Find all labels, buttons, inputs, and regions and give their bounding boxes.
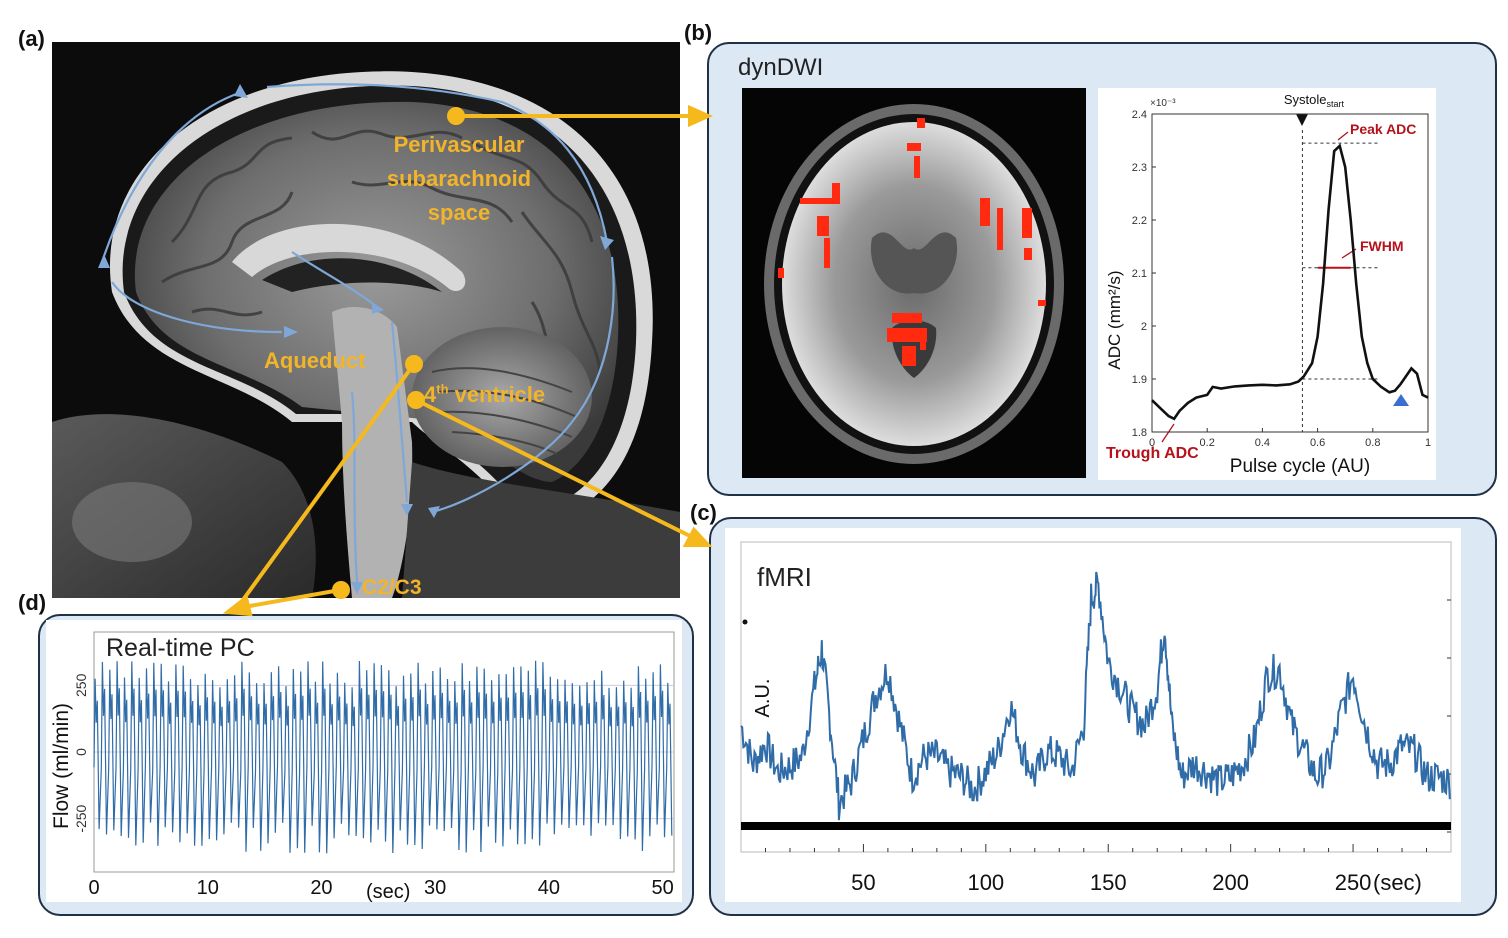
adc-ytick-label: 2.1 bbox=[1132, 268, 1147, 280]
sagittal-brain-illustration bbox=[52, 71, 680, 598]
flow-xtick-label: 30 bbox=[424, 877, 446, 899]
fmri-axes-frame bbox=[740, 541, 1452, 853]
fmri-xunit: (sec) bbox=[1373, 870, 1422, 895]
perivascular-label-line1: Perivascular bbox=[393, 132, 525, 157]
peak-adc-label: Peak ADC bbox=[1350, 121, 1416, 137]
perivascular-label-line2: subarachnoid space bbox=[386, 166, 532, 226]
flow-plot-area: Real-time PC Flow (ml/min) (sec) 250 0 -25… bbox=[46, 620, 682, 903]
trough-adc-pointer bbox=[1161, 423, 1175, 443]
fmri-plot-area: fMRI A.U. (sec) 50 100 150 200 250 bbox=[725, 528, 1461, 902]
adc-xtick-label: 0.6 bbox=[1310, 437, 1325, 449]
adc-ytick-label: 1.8 bbox=[1132, 427, 1147, 439]
arrow-head-dyndwi-icon bbox=[688, 104, 713, 128]
c2c3-label: C2/C3 bbox=[362, 576, 422, 598]
flow-ytick-label: 0 bbox=[73, 748, 89, 756]
adc-ytick-label: 2.4 bbox=[1132, 109, 1147, 121]
adc-xtick-label: 0 bbox=[1149, 437, 1155, 449]
adc-plot-svg: ×10⁻³ ADC (mm²/s) Pulse cycle (AU) Systo… bbox=[1105, 92, 1431, 477]
fmri-ylabel: A.U. bbox=[752, 679, 774, 718]
flow-ytick-label: 250 bbox=[73, 673, 89, 697]
perivascular-label: Perivascular subarachnoid space bbox=[364, 128, 554, 230]
activation-clusters bbox=[778, 118, 1046, 366]
panel-a-letter: (a) bbox=[18, 26, 45, 51]
fmri-plot-svg: fMRI A.U. (sec) 50 100 150 200 250 bbox=[740, 541, 1452, 895]
flow-title: Real-time PC bbox=[106, 634, 255, 662]
flow-series-line bbox=[93, 660, 673, 854]
panel-d-letter: (d) bbox=[18, 590, 47, 615]
systole-marker-icon bbox=[1296, 114, 1308, 126]
flow-xtick-label: 0 bbox=[88, 877, 99, 899]
trough-adc-label: Trough ADC bbox=[1106, 445, 1199, 462]
adc-xtick-label: 0.2 bbox=[1200, 437, 1215, 449]
systole-label: Systolestart bbox=[1284, 92, 1345, 109]
adc-xtick-label: 1 bbox=[1425, 437, 1431, 449]
blue-triangle-marker-icon bbox=[1393, 394, 1409, 406]
adc-ytick-label: 2 bbox=[1141, 321, 1147, 333]
fmri-series-line bbox=[740, 571, 1451, 821]
flow-ylabel: Flow (ml/min) bbox=[50, 703, 73, 829]
fwhm-label: FWHM bbox=[1360, 238, 1404, 254]
fmri-title: fMRI bbox=[757, 562, 812, 592]
panel-b-title: dynDWI bbox=[738, 54, 824, 81]
flow-ytick-label: -250 bbox=[73, 804, 89, 832]
axial-dwi-image bbox=[742, 88, 1086, 478]
flow-xtick-label: 20 bbox=[310, 877, 332, 899]
adc-ytick-label: 1.9 bbox=[1132, 374, 1147, 386]
adc-series-line bbox=[1151, 143, 1429, 421]
adc-ylabel: ADC (mm²/s) bbox=[1105, 270, 1124, 369]
sagittal-mri-image: Perivascular subarachnoid space Aqueduct… bbox=[52, 42, 680, 598]
fmri-xtick-label: 100 bbox=[967, 870, 1004, 895]
fmri-ytick-dot bbox=[742, 619, 748, 625]
fourth-ventricle-sup: th bbox=[436, 381, 449, 397]
fmri-xtick-label: 250 bbox=[1335, 870, 1372, 895]
axial-brain-illustration bbox=[764, 104, 1064, 464]
fourth-ventricle-label: 4th ventricle bbox=[424, 378, 545, 412]
systole-label-main: Systole bbox=[1284, 92, 1327, 107]
fmri-xtick-label: 50 bbox=[851, 870, 875, 895]
flow-xtick-label: 10 bbox=[197, 877, 219, 899]
aqueduct-label: Aqueduct bbox=[264, 348, 366, 373]
adc-ytick-label: 2.3 bbox=[1132, 162, 1147, 174]
adc-exponent: ×10⁻³ bbox=[1150, 98, 1176, 109]
panel-c-letter: (c) bbox=[690, 500, 717, 525]
adc-plot-area: ×10⁻³ ADC (mm²/s) Pulse cycle (AU) Systo… bbox=[1098, 88, 1436, 480]
arrow-head-pc-icon bbox=[222, 594, 253, 617]
flow-xtick-label: 40 bbox=[538, 877, 560, 899]
systole-label-sub: start bbox=[1326, 99, 1344, 109]
adc-xlabel: Pulse cycle (AU) bbox=[1230, 456, 1370, 477]
flow-xtick-label: 50 bbox=[652, 877, 674, 899]
peak-adc-pointer bbox=[1337, 131, 1349, 141]
panel-b-letter: (b) bbox=[684, 20, 713, 45]
fourth-ventricle-number: 4 bbox=[424, 382, 437, 407]
flow-xunit: (sec) bbox=[366, 881, 410, 902]
fmri-xtick-label: 150 bbox=[1090, 870, 1127, 895]
adc-xtick-label: 0.4 bbox=[1255, 437, 1270, 449]
fmri-xtick-label: 200 bbox=[1212, 870, 1249, 895]
arrow-head-fmri-icon bbox=[682, 526, 713, 547]
adc-ytick-label: 2.2 bbox=[1132, 215, 1147, 227]
adc-xtick-label: 0.8 bbox=[1365, 437, 1380, 449]
flow-plot-svg: Real-time PC Flow (ml/min) (sec) 250 0 -25… bbox=[50, 631, 675, 903]
fourth-ventricle-text: ventricle bbox=[448, 382, 546, 407]
